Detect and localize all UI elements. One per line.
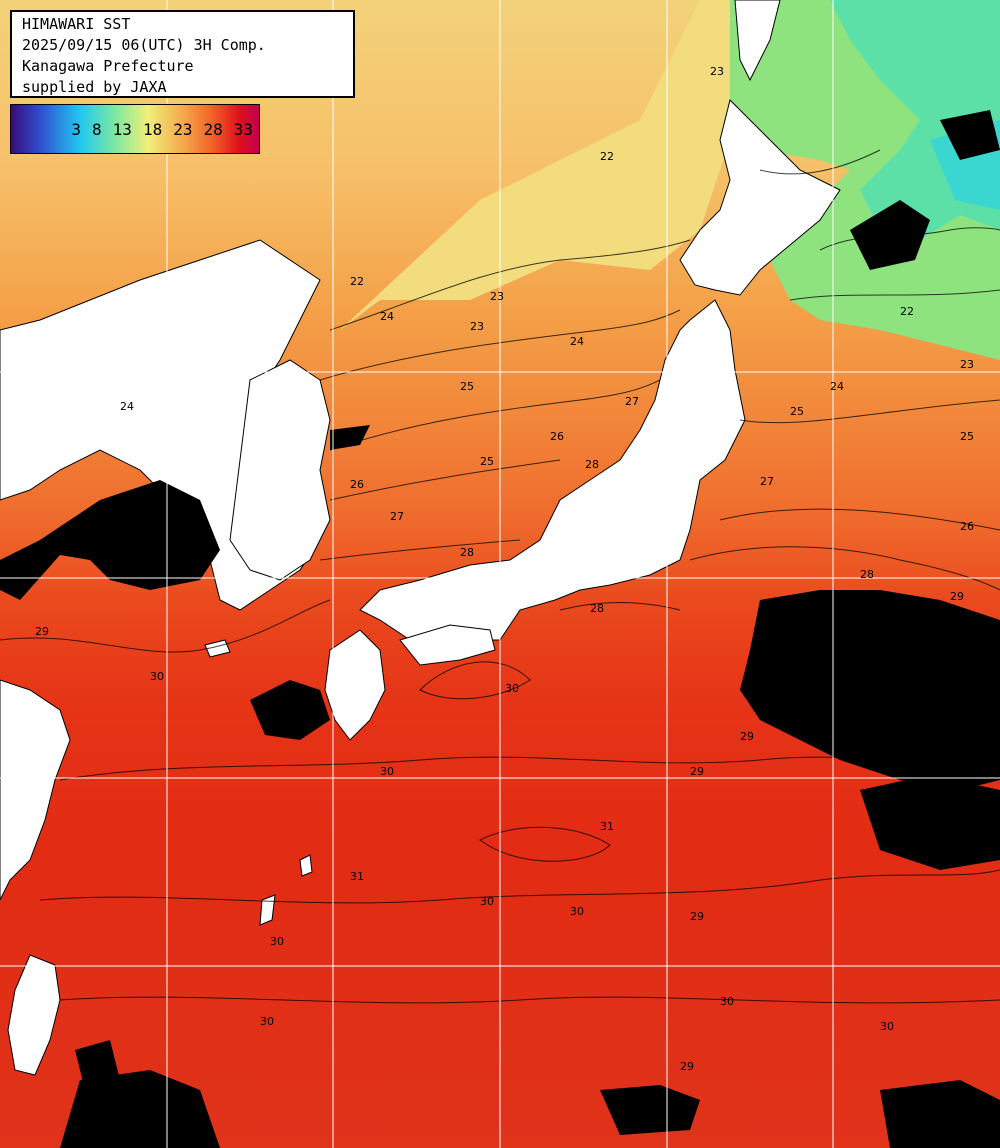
contour-label: 29 <box>680 1060 694 1073</box>
contour-label: 27 <box>390 510 404 523</box>
contour-label: 23 <box>470 320 484 333</box>
china-coast <box>0 679 71 901</box>
contour-label: 30 <box>480 895 494 908</box>
contour-label: 29 <box>690 765 704 778</box>
cloud-mask-taiwan-strait <box>75 1040 120 1090</box>
taiwan-land <box>7 954 61 1076</box>
cloud-mask-korea-strait <box>0 480 220 600</box>
cloud-mask-ne-2 <box>940 110 1000 160</box>
scale-tick: 3 <box>71 119 82 139</box>
scale-tick: 28 <box>203 119 223 139</box>
contour-label: 30 <box>570 905 584 918</box>
contour-label: 27 <box>625 395 639 408</box>
contour-label: 30 <box>270 935 284 948</box>
cloud-mask-east-2 <box>860 775 1000 870</box>
hokkaido-land <box>679 99 841 296</box>
cloud-mask-ecs <box>250 680 330 740</box>
island-small-1 <box>204 639 231 658</box>
cloud-mask-south-1 <box>60 1070 220 1148</box>
contour-label: 28 <box>460 546 474 559</box>
contour-label: 30 <box>150 670 164 683</box>
timestamp-label: 2025/09/15 06(UTC) 3H Comp. <box>22 36 266 54</box>
scale-tick: 18 <box>142 119 163 139</box>
honshu-land <box>359 299 746 641</box>
contour-label: 29 <box>35 625 49 638</box>
contour-label: 26 <box>960 520 974 533</box>
cloud-mask-ne-1 <box>850 200 930 270</box>
contour-label: 23 <box>490 290 504 303</box>
sakhalin-land <box>734 0 781 82</box>
contour-label: 24 <box>380 310 394 323</box>
scale-tick: 23 <box>173 119 193 139</box>
island-small-3 <box>299 854 313 877</box>
contour-label: 23 <box>960 358 974 371</box>
contour-label: 29 <box>690 910 704 923</box>
contour-label: 25 <box>790 405 804 418</box>
contour-label: 30 <box>380 765 394 778</box>
isotherm-contours <box>0 149 1000 1004</box>
contour-label: 24 <box>570 335 584 348</box>
contour-label: 22 <box>600 150 614 163</box>
cloud-mask-japan-sea <box>330 425 370 450</box>
contour-label: 25 <box>960 430 974 443</box>
contour-label: 30 <box>505 682 519 695</box>
contour-label: 30 <box>950 1080 964 1093</box>
cloud-mask-south-2 <box>600 1085 700 1135</box>
contour-label: 24 <box>120 400 134 413</box>
contour-label: 26 <box>550 430 564 443</box>
contour-label: 29 <box>950 590 964 603</box>
contour-label: 28 <box>860 568 874 581</box>
contour-label: 27 <box>760 475 774 488</box>
contour-label: 29 <box>880 830 894 843</box>
contour-label: 30 <box>260 1015 274 1028</box>
temperature-color-scale: 3 8 13 18 23 28 33 <box>10 104 260 154</box>
contour-label: 23 <box>710 65 724 78</box>
contour-label: 30 <box>880 1020 894 1033</box>
contour-label: 22 <box>900 305 914 318</box>
map-info-box: HIMAWARI SST 2025/09/15 06(UTC) 3H Comp.… <box>10 10 355 98</box>
organization-label: Kanagawa Prefecture <box>22 57 194 75</box>
product-title: HIMAWARI SST <box>22 15 131 33</box>
contour-label: 29 <box>740 730 754 743</box>
shikoku-land <box>399 624 496 666</box>
scale-tick: 8 <box>92 119 102 139</box>
japan-sea-north-water <box>340 0 730 330</box>
contour-label: 25 <box>460 380 474 393</box>
scale-tick: 33 <box>233 119 253 139</box>
contour-label: 30 <box>720 995 734 1008</box>
contour-labels: 23 22 23 24 24 25 24 25 23 22 22 23 24 2… <box>35 65 974 1093</box>
contour-label: 26 <box>350 478 364 491</box>
contour-label: 31 <box>350 870 364 883</box>
contour-label: 22 <box>350 275 364 288</box>
data-source-label: supplied by JAXA <box>22 78 167 96</box>
contour-label: 25 <box>480 455 494 468</box>
kyushu-land <box>324 629 386 741</box>
cloud-mask-east <box>740 590 1000 790</box>
contour-label: 28 <box>585 458 599 471</box>
contour-label: 28 <box>590 602 604 615</box>
contour-label: 31 <box>600 820 614 833</box>
island-small-2 <box>259 894 276 926</box>
korea-peninsula <box>229 359 331 581</box>
contour-label: 24 <box>830 380 844 393</box>
scale-tick: 13 <box>112 119 132 139</box>
cloud-mask-south-3 <box>880 1080 1000 1148</box>
